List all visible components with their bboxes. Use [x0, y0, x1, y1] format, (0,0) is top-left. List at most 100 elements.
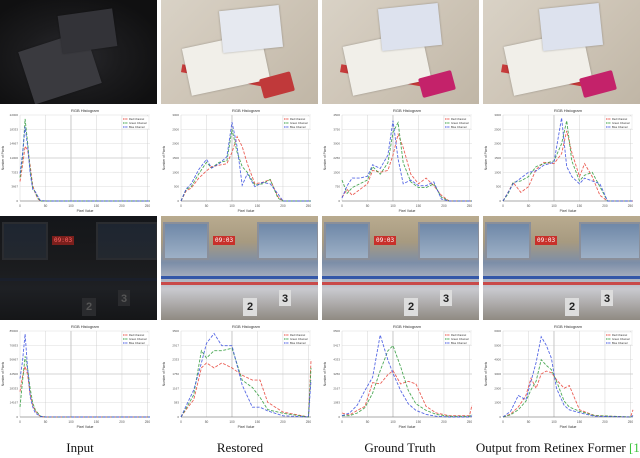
y-tick-label: 3667: [11, 185, 18, 189]
y-tick-label: 2000: [494, 386, 501, 390]
series-red-channel: [19, 145, 150, 202]
x-tick-label: 250: [467, 204, 473, 208]
x-tick-label: 50: [527, 420, 531, 424]
series-green-channel: [341, 121, 472, 202]
x-tick-label: 0: [502, 420, 504, 424]
y-tick-label: 5000: [494, 343, 501, 347]
x-axis-label: Pixel Value: [560, 425, 577, 429]
column-captions: Input Restored Ground Truth Output from …: [0, 440, 640, 458]
series-blue-channel: [502, 117, 633, 202]
series-blue-channel: [19, 333, 150, 418]
svg-text:Red Channel: Red Channel: [290, 333, 306, 337]
series-blue-channel: [180, 332, 312, 418]
window-shape: [96, 222, 157, 260]
starting-block-3: 3: [118, 290, 130, 306]
starting-block-3: 3: [601, 290, 613, 306]
series-red-channel: [341, 132, 472, 202]
y-tick-label: 2500: [172, 127, 179, 131]
x-tick-label: 250: [145, 420, 151, 424]
svg-text:Red Channel: Red Channel: [451, 117, 467, 121]
svg-text:Green Channel: Green Channel: [129, 337, 147, 341]
caption-retinexformer-text: Output from Retinex Former: [475, 440, 629, 455]
y-tick-label: 3500: [172, 329, 179, 333]
x-tick-label: 0: [341, 420, 343, 424]
chart-title: RGB Histogram: [71, 324, 100, 329]
window-shape: [163, 222, 209, 260]
x-tick-label: 50: [205, 420, 209, 424]
x-tick-label: 50: [366, 204, 370, 208]
y-tick-label: 28333: [10, 386, 19, 390]
x-tick-label: 150: [577, 420, 583, 424]
citation-link[interactable]: [1]: [628, 440, 640, 455]
x-tick-label: 200: [602, 420, 608, 424]
x-axis-label: Pixel Value: [77, 425, 94, 429]
svg-text:Red Channel: Red Channel: [129, 333, 145, 337]
y-tick-label: 56667: [10, 358, 19, 362]
x-axis-label: Pixel Value: [560, 209, 577, 213]
svg-text:Red Channel: Red Channel: [451, 333, 467, 337]
starting-block-2: 2: [82, 298, 96, 316]
y-tick-label: 3000: [494, 113, 501, 117]
svg-text:Green Channel: Green Channel: [129, 121, 147, 125]
y-tick-label: 0: [177, 415, 179, 419]
series-green-channel: [502, 120, 633, 202]
starting-block-2: 2: [565, 298, 579, 316]
y-tick-label: 0: [499, 199, 501, 203]
x-tick-label: 50: [44, 420, 48, 424]
y-tick-label: 0: [499, 415, 501, 419]
y-tick-label: 2500: [494, 127, 501, 131]
histogram-pool-input: RGB Histogram 0 50 100 150 200 250 0 14167 28333 4…: [0, 321, 157, 430]
chart-title: RGB Histogram: [71, 108, 100, 113]
series-green-channel: [502, 358, 634, 418]
y-tick-label: 2167: [333, 386, 340, 390]
pool-lane: [161, 282, 318, 285]
series-green-channel: [180, 347, 312, 418]
svg-text:Red Channel: Red Channel: [612, 333, 628, 337]
svg-text:Red Channel: Red Channel: [612, 117, 628, 121]
x-tick-label: 250: [467, 420, 473, 424]
x-tick-label: 150: [577, 204, 583, 208]
x-axis-label: Pixel Value: [77, 209, 94, 213]
starting-block-3: 3: [440, 290, 452, 306]
y-tick-label: 14167: [10, 401, 19, 405]
y-tick-label: 1000: [494, 170, 501, 174]
series-green-channel: [19, 118, 150, 202]
x-tick-label: 250: [306, 204, 312, 208]
svg-text:Green Channel: Green Channel: [451, 121, 469, 125]
y-tick-label: 3750: [333, 127, 340, 131]
series-green-channel: [19, 356, 150, 418]
x-axis-label: Pixel Value: [399, 425, 416, 429]
y-tick-label: 0: [338, 199, 340, 203]
y-tick-label: 500: [496, 185, 501, 189]
y-tick-label: 3250: [333, 372, 340, 376]
y-tick-label: 4000: [494, 358, 501, 362]
x-tick-label: 0: [180, 204, 182, 208]
y-tick-label: 0: [16, 199, 18, 203]
x-tick-label: 100: [551, 204, 557, 208]
wall-clock: 09:03: [213, 236, 236, 245]
pool-lane: [483, 282, 640, 285]
y-axis-label: Number of Pixels: [323, 361, 327, 386]
y-tick-label: 2250: [333, 156, 340, 160]
y-tick-label: 2000: [172, 142, 179, 146]
x-tick-label: 200: [119, 420, 125, 424]
x-tick-label: 150: [416, 204, 422, 208]
chart-title: RGB Histogram: [232, 108, 261, 113]
pool-lane: [483, 276, 640, 279]
y-tick-label: 1000: [172, 170, 179, 174]
y-tick-label: 1000: [494, 401, 501, 405]
svg-text:Blue Channel: Blue Channel: [129, 341, 145, 345]
x-axis-label: Pixel Value: [238, 425, 255, 429]
chart-title: RGB Histogram: [554, 108, 583, 113]
x-tick-label: 100: [229, 204, 235, 208]
x-tick-label: 200: [441, 204, 447, 208]
x-tick-label: 0: [341, 204, 343, 208]
x-tick-label: 200: [280, 420, 286, 424]
window-shape: [257, 222, 318, 260]
series-green-channel: [180, 129, 311, 202]
